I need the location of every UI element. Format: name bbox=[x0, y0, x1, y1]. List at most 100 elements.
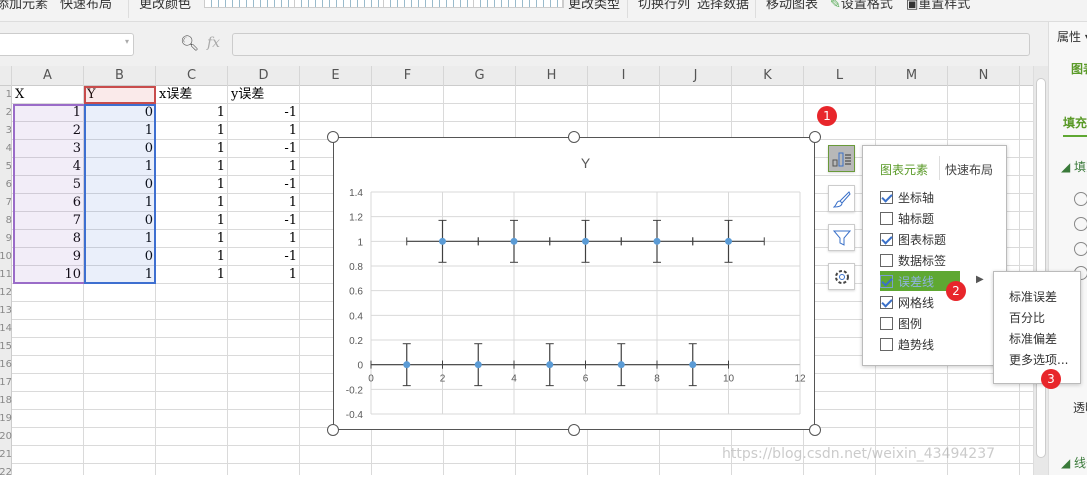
tab-fill[interactable]: 填充 bbox=[1063, 114, 1087, 137]
scroll-thumb[interactable] bbox=[1036, 78, 1046, 458]
cell[interactable]: -1 bbox=[284, 141, 297, 156]
chart-element-item[interactable]: 数据标签 bbox=[880, 250, 960, 270]
column-header-J[interactable]: J bbox=[660, 66, 732, 86]
chart-style-gallery[interactable] bbox=[204, 0, 564, 8]
select-data-button[interactable]: 选择数据 bbox=[697, 0, 750, 12]
cell[interactable]: 0 bbox=[144, 141, 153, 156]
cell[interactable]: -1 bbox=[284, 213, 297, 228]
cell[interactable]: 9 bbox=[72, 249, 81, 264]
cell[interactable]: 6 bbox=[72, 195, 81, 210]
row-header[interactable]: 19 bbox=[0, 413, 12, 424]
cell[interactable]: 1 bbox=[216, 177, 225, 192]
column-header-C[interactable]: C bbox=[156, 66, 228, 86]
cell[interactable]: 1 bbox=[144, 159, 153, 174]
cell[interactable]: Y bbox=[87, 87, 96, 102]
row-header[interactable]: 3 bbox=[5, 125, 12, 136]
cell[interactable]: 1 bbox=[288, 195, 297, 210]
cell[interactable]: 1 bbox=[144, 195, 153, 210]
cell[interactable]: 1 bbox=[216, 267, 225, 282]
cell[interactable]: 10 bbox=[64, 267, 81, 282]
checkbox[interactable] bbox=[880, 295, 893, 309]
cell[interactable]: 4 bbox=[72, 159, 81, 174]
cell[interactable]: 8 bbox=[72, 231, 81, 246]
chart-style-button[interactable] bbox=[828, 185, 855, 212]
chart-element-item[interactable]: 坐标轴 bbox=[880, 187, 960, 207]
cell[interactable]: 7 bbox=[72, 213, 81, 228]
cell[interactable]: -1 bbox=[284, 177, 297, 192]
cell[interactable]: 1 bbox=[288, 231, 297, 246]
column-header-E[interactable]: E bbox=[300, 66, 372, 86]
switch-row-col-button[interactable]: 切换行列 bbox=[638, 0, 691, 12]
row-header[interactable]: 8 bbox=[5, 215, 12, 226]
cell[interactable]: -1 bbox=[284, 105, 297, 120]
column-header-N[interactable]: N bbox=[948, 66, 1020, 86]
column-header-I[interactable]: I bbox=[588, 66, 660, 86]
row-header[interactable]: 18 bbox=[0, 395, 12, 406]
row-header[interactable]: 22 bbox=[0, 467, 12, 478]
cell[interactable]: 1 bbox=[216, 249, 225, 264]
cell[interactable]: 1 bbox=[288, 267, 297, 282]
cell[interactable]: 1 bbox=[144, 267, 153, 282]
cell[interactable]: 1 bbox=[144, 123, 153, 138]
cell[interactable]: 1 bbox=[144, 231, 153, 246]
column-header-F[interactable]: F bbox=[372, 66, 444, 86]
radio[interactable] bbox=[1074, 217, 1087, 231]
resize-handle-n[interactable] bbox=[568, 131, 580, 143]
row-header[interactable]: 2 bbox=[5, 107, 12, 118]
row-header[interactable]: 1 bbox=[5, 89, 12, 100]
set-format-button[interactable]: ✎设置格式 bbox=[830, 0, 893, 12]
cell[interactable]: 0 bbox=[144, 249, 153, 264]
row-header[interactable]: 6 bbox=[5, 179, 12, 190]
scatter-chart[interactable]: Y -0.4 -0.2 0 0.2 0.4 0.6 0.8 1 1.2 1.4 0 2 4 6 8 10 12 bbox=[333, 137, 815, 430]
column-header-K[interactable]: K bbox=[732, 66, 804, 86]
cell[interactable]: -1 bbox=[284, 249, 297, 264]
menu-item-percentage[interactable]: 百分比 bbox=[1009, 311, 1046, 325]
menu-item-standard-deviation[interactable]: 标准偏差 bbox=[1009, 332, 1058, 346]
chart-element-item[interactable]: 误差线 bbox=[880, 271, 960, 291]
formula-input[interactable] bbox=[232, 33, 1030, 56]
cell[interactable]: 1 bbox=[72, 105, 81, 120]
cell[interactable]: 1 bbox=[216, 213, 225, 228]
column-header-H[interactable]: H bbox=[516, 66, 588, 86]
radio[interactable] bbox=[1074, 242, 1087, 256]
reset-style-button[interactable]: ▣重置样式 bbox=[906, 0, 970, 12]
menu-item-standard-error[interactable]: 标准误差 bbox=[1009, 290, 1058, 304]
row-header[interactable]: 10 bbox=[0, 251, 12, 262]
chart-element-item[interactable]: 网格线 bbox=[880, 292, 960, 312]
cell[interactable]: 2 bbox=[72, 123, 81, 138]
chart-filter-button[interactable] bbox=[828, 224, 855, 251]
row-header[interactable]: 7 bbox=[5, 197, 12, 208]
row-header[interactable]: 12 bbox=[0, 287, 12, 298]
checkbox[interactable] bbox=[880, 190, 893, 204]
cell[interactable]: 1 bbox=[288, 159, 297, 174]
radio[interactable] bbox=[1074, 192, 1087, 206]
panel-title[interactable]: 属性 ▾ bbox=[1057, 30, 1087, 44]
chart-element-item[interactable]: 轴标题 bbox=[880, 208, 960, 228]
chevron-down-icon[interactable]: ▾ bbox=[124, 37, 129, 46]
cell[interactable]: 1 bbox=[288, 123, 297, 138]
cell[interactable]: 5 bbox=[72, 177, 81, 192]
quick-layout-button[interactable]: 快速布局 bbox=[60, 0, 113, 12]
select-all-corner[interactable] bbox=[0, 66, 12, 86]
cell[interactable]: 1 bbox=[216, 195, 225, 210]
cell[interactable]: 0 bbox=[144, 105, 153, 120]
cell[interactable]: 1 bbox=[216, 159, 225, 174]
cell[interactable]: 1 bbox=[216, 105, 225, 120]
resize-handle-nw[interactable] bbox=[327, 131, 339, 143]
submenu-arrow-icon[interactable]: ▶ bbox=[976, 274, 984, 285]
resize-handle-ne[interactable] bbox=[809, 131, 821, 143]
cell[interactable]: x误差 bbox=[159, 87, 193, 102]
cell[interactable]: X bbox=[15, 87, 25, 102]
chart-element-item[interactable]: 图表标题 bbox=[880, 229, 960, 249]
cell[interactable]: 3 bbox=[72, 141, 81, 156]
move-chart-button[interactable]: 移动图表 bbox=[766, 0, 819, 12]
fx-label[interactable]: fx bbox=[207, 35, 221, 51]
menu-item-more-options[interactable]: 更多选项... bbox=[1009, 353, 1069, 367]
row-header[interactable]: 9 bbox=[5, 233, 12, 244]
section-fill[interactable]: ◢ 填充 bbox=[1061, 160, 1087, 174]
change-color-button[interactable]: 更改颜色 bbox=[139, 0, 192, 12]
add-element-button[interactable]: 添加元素 bbox=[0, 0, 49, 12]
row-header[interactable]: 21 bbox=[0, 449, 12, 460]
chart-element-item[interactable]: 趋势线 bbox=[880, 334, 960, 354]
magnifier-icon[interactable]: 🔍︎ bbox=[180, 34, 200, 52]
